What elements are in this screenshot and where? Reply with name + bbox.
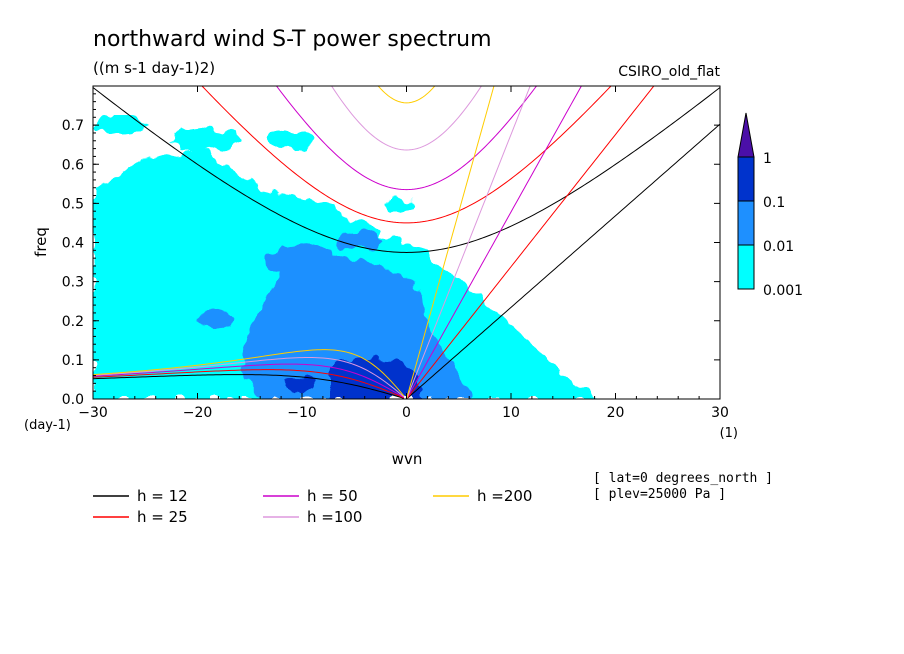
legend-label: h =100 (307, 508, 362, 526)
dispersion-curve-h25 (406, 86, 655, 399)
meta-line-plev: [ plev=25000 Pa ] (593, 487, 726, 502)
x-axis-title: wvn (392, 450, 423, 468)
y-tick-label: 0.0 (62, 392, 84, 408)
dispersion-curve-h12 (93, 87, 720, 253)
y-tick-label: 0.6 (62, 157, 84, 173)
x-axis: −30 −20 −10 0 10 20 30 (78, 86, 729, 421)
y-tick-label: 0.4 (62, 236, 84, 252)
power-region-0.001-blob (93, 180, 210, 250)
x-tick-label: −10 (287, 405, 317, 421)
legend-label: h = 50 (307, 487, 358, 505)
x-tick-label: 20 (607, 405, 625, 421)
power-region-0.01-blob (197, 311, 233, 329)
legend-label: h = 12 (137, 487, 188, 505)
power-region-0.001-blob (382, 198, 418, 212)
dispersion-curve-h50 (93, 363, 405, 398)
y-tick-label: 0.5 (62, 196, 84, 212)
colorbar-label: 0.001 (763, 283, 803, 299)
dispersion-curve-h200 (93, 349, 405, 397)
dispersion-curve-h100 (93, 357, 405, 398)
dispersion-curve-h200 (406, 86, 495, 399)
colorbar-segment (737, 156, 755, 202)
colorbar-label: 0.1 (763, 195, 785, 211)
y-tick-label: 0.1 (62, 353, 84, 369)
model-label: CSIRO_old_flat (618, 64, 720, 80)
dispersion-curve-h25 (93, 369, 405, 399)
x-tick-label: 0 (402, 405, 411, 421)
x-unit-label: (1) (720, 426, 738, 441)
power-region-0.01-blob (338, 231, 382, 249)
legend-label: h = 25 (137, 508, 188, 526)
power-region-0.001-blob (170, 128, 240, 152)
power-heatmap (93, 115, 600, 399)
dispersion-curve-h100 (330, 86, 483, 151)
dispersion-curve-h200 (377, 86, 436, 104)
y-unit-label: (day-1) (24, 418, 71, 433)
dispersion-curve-h50 (275, 86, 538, 191)
dispersion-curve-h25 (201, 86, 612, 224)
plot-area: −30 −20 −10 0 10 20 30 0.00.10.20.30.40.50.60.… (62, 85, 729, 421)
dispersion-curve-h50 (406, 86, 582, 399)
chart-title: northward wind S-T power spectrum (93, 27, 492, 52)
dispersion-curve-h12 (93, 374, 405, 399)
dispersion-curve-h12 (406, 123, 720, 399)
x-tick-label: 30 (711, 405, 729, 421)
x-tick-label: −30 (78, 405, 108, 421)
y-axis: 0.0 0.1 0.2 0.3 0.4 0.5 0.6 0.7 (62, 93, 720, 408)
meta-line-lat: [ lat=0 degrees_north ] (593, 471, 773, 486)
x-tick-label: 10 (502, 405, 520, 421)
power-region-0.1-blob (286, 377, 314, 393)
legend-label: h =200 (477, 487, 532, 505)
y-tick-label: 0.3 (62, 275, 84, 291)
x-tick-label: −20 (183, 405, 213, 421)
colorbar-label: 0.01 (763, 239, 794, 255)
colorbar-label: 1 (763, 151, 772, 167)
colorbar-arrow (737, 112, 755, 158)
power-region-0.001-blob (268, 132, 312, 148)
dispersion-curve-h100 (406, 86, 531, 399)
power-region-0.001-blob (95, 115, 145, 135)
colorbar-segment (737, 200, 755, 246)
units-label: ((m s-1 day-1)2) (93, 59, 215, 77)
colorbar-segment (737, 244, 755, 290)
power-region-0.01 (240, 245, 470, 399)
dispersion-curves (93, 86, 720, 399)
colorbar: 1 0.1 0.01 0.001 (737, 112, 803, 299)
y-tick-label: 0.7 (62, 118, 84, 134)
y-tick-label: 0.2 (62, 314, 84, 330)
legend: h = 12 h = 25 h = 50 h =100 h =200 (93, 487, 532, 526)
y-axis-title: freq (32, 227, 50, 257)
power-region-0.01-blob (265, 246, 335, 278)
